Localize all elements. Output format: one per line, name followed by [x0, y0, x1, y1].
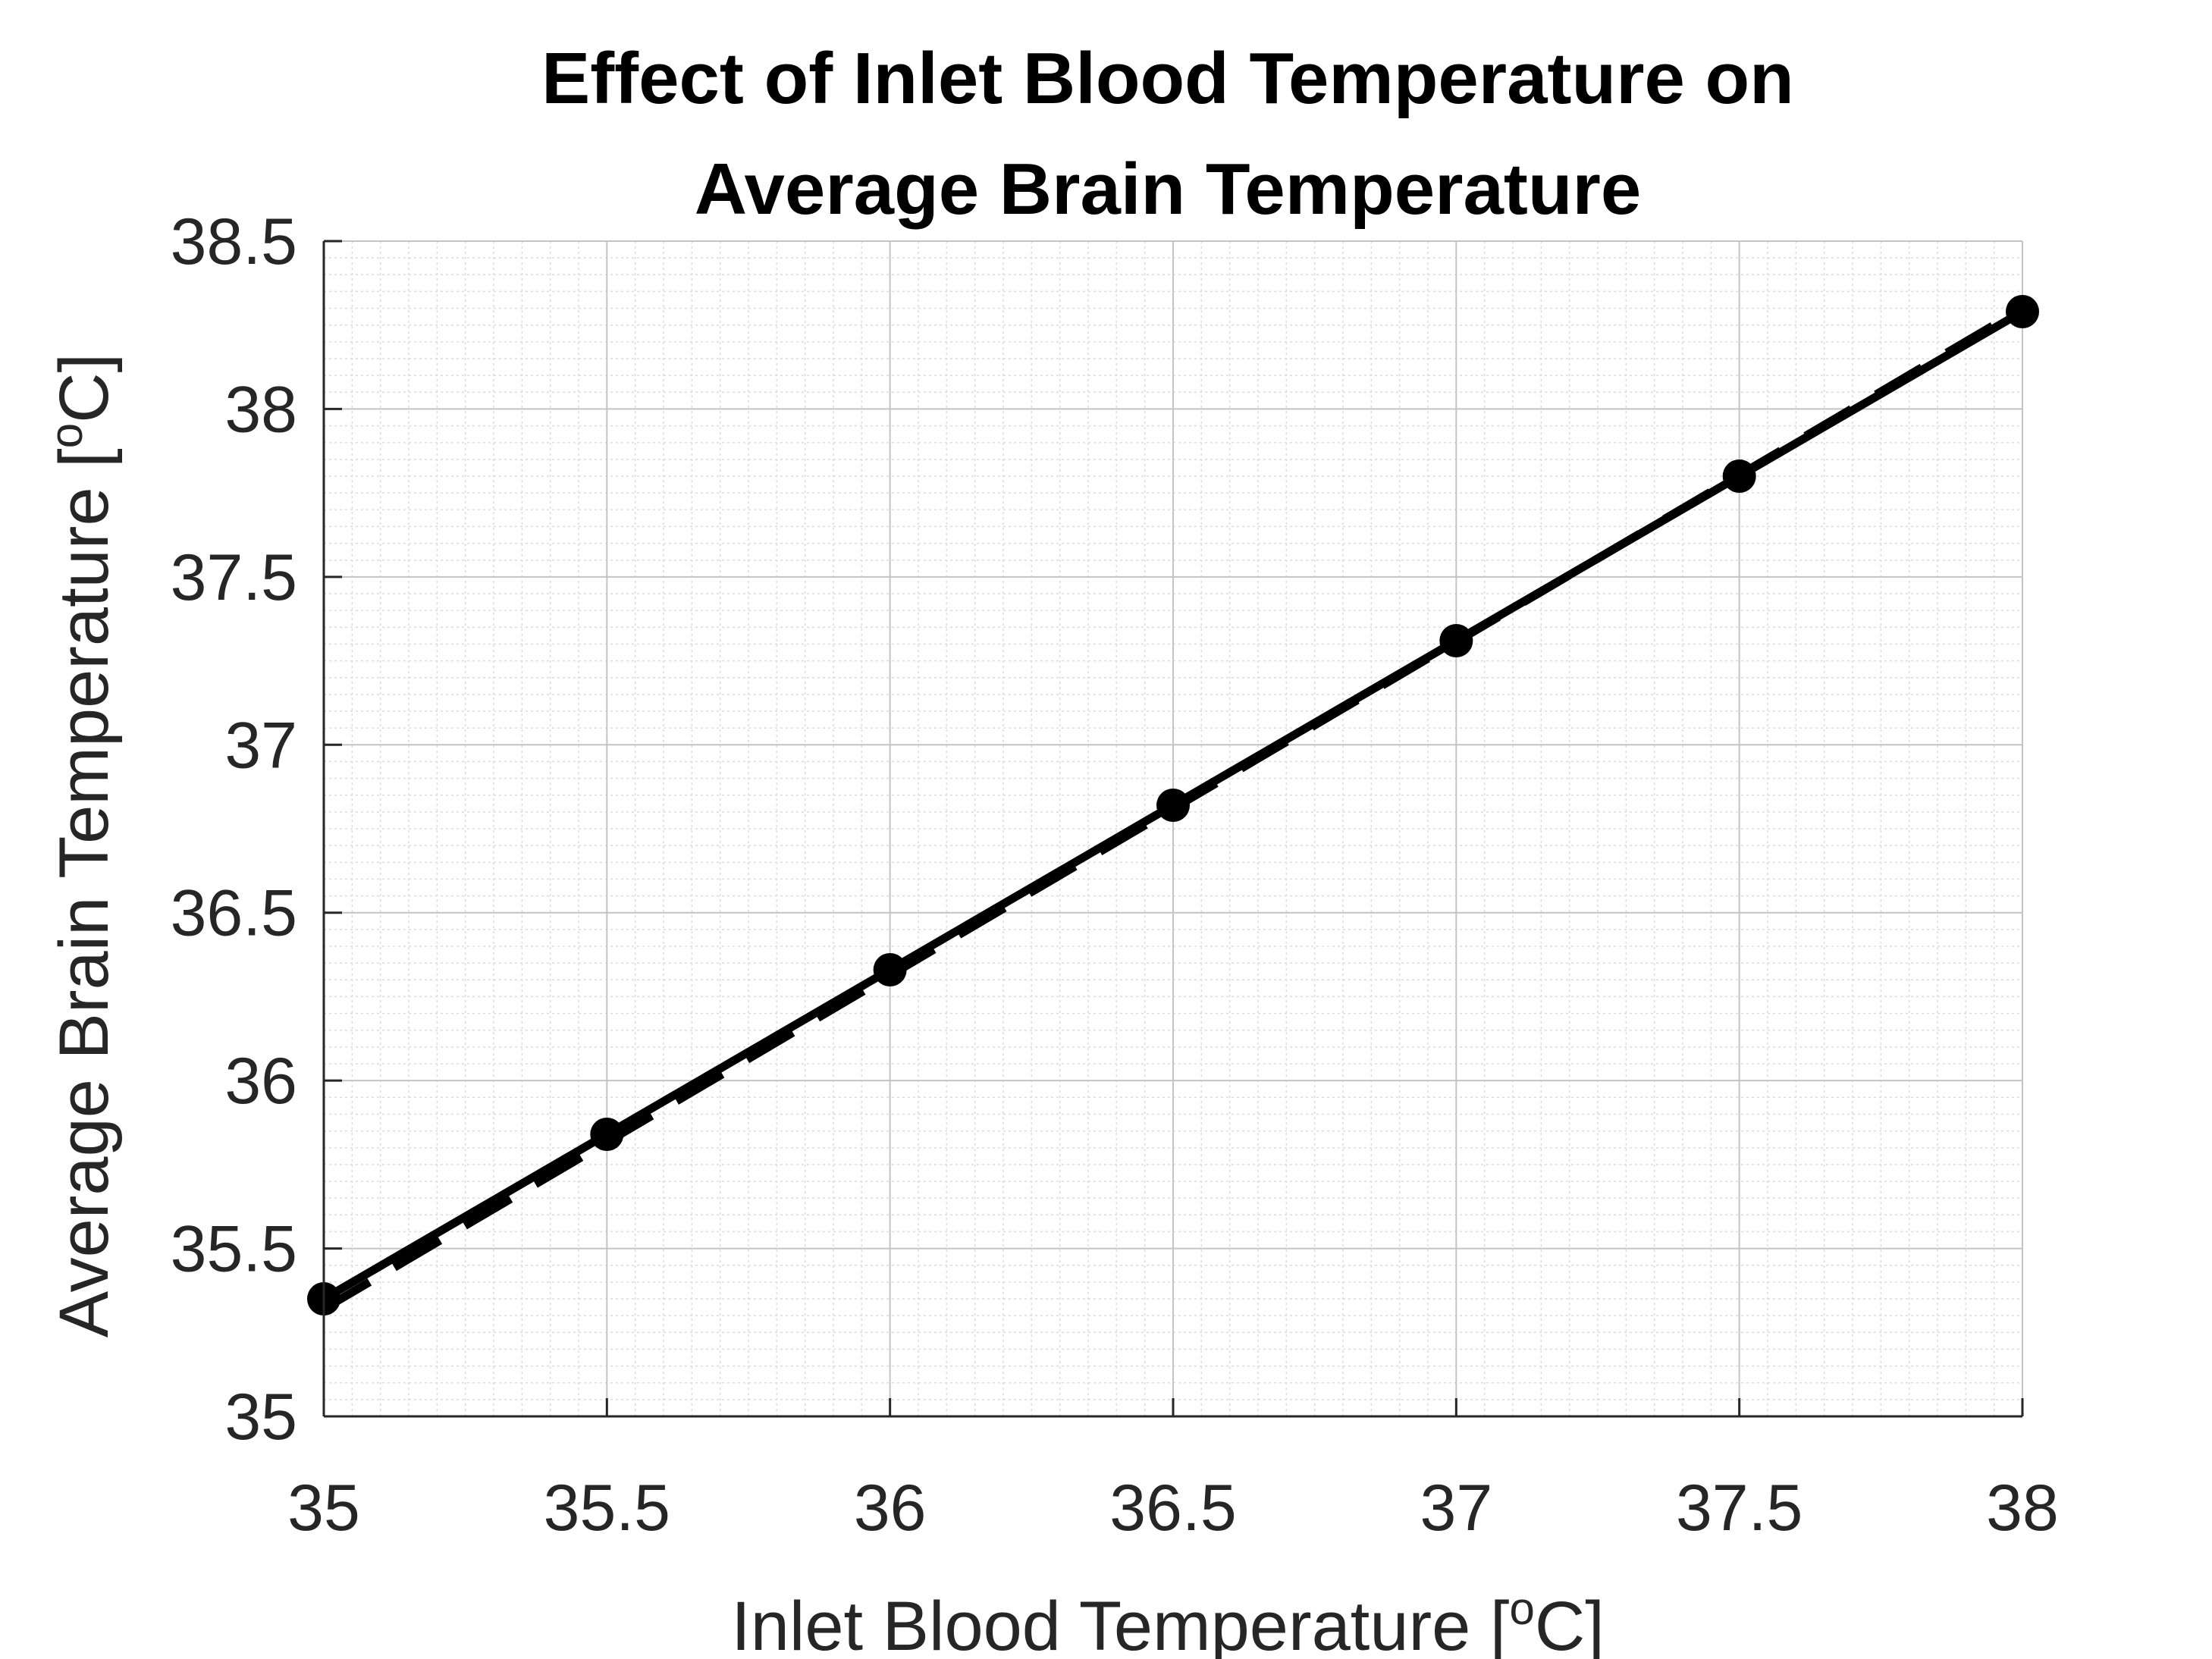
- plot-area: [307, 240, 2039, 1418]
- x-tick-label: 37: [1420, 1472, 1492, 1545]
- major-grid: [323, 240, 2023, 1417]
- y-tick-label: 36.5: [171, 877, 297, 950]
- x-axis-label: Inlet Blood Temperature [oC]: [731, 1583, 1605, 1659]
- x-tick-label: 36: [854, 1472, 927, 1545]
- x-tick-label: 38: [1986, 1472, 2059, 1545]
- chart-title-line-1: Effect of Inlet Blood Temperature on: [541, 38, 1794, 119]
- y-tick-label: 38.5: [171, 205, 297, 278]
- y-axis-label-superscript: o: [41, 423, 92, 448]
- y-tick-label: 37: [224, 709, 297, 782]
- x-tick-label: 37.5: [1676, 1472, 1803, 1545]
- data-point-marker: [873, 953, 907, 986]
- y-tick-label: 35: [224, 1381, 297, 1454]
- y-axis-label-text: Average Brain Temperature [: [45, 448, 123, 1338]
- x-tick-label: 35: [287, 1472, 360, 1545]
- chart-title-line-2: Average Brain Temperature: [695, 149, 1641, 230]
- x-tick-label: 35.5: [544, 1472, 670, 1545]
- axes-layer: [322, 240, 2024, 1418]
- y-tick-label: 37.5: [171, 541, 297, 614]
- x-tick-labels: 35 35.5 36 36.5 37 37.5 38: [287, 1472, 2059, 1545]
- x-axis-label-unit: C]: [1535, 1588, 1605, 1659]
- y-tick-label: 35.5: [171, 1213, 297, 1286]
- series-layer: [307, 295, 2039, 1316]
- y-tick-label: 38: [224, 373, 297, 446]
- y-axis-label: Average Brain Temperature [oC]: [41, 353, 123, 1338]
- y-axis-label-unit: C]: [45, 353, 123, 423]
- dashed-series-line: [322, 304, 2025, 1313]
- y-tick-label: 36: [224, 1045, 297, 1118]
- x-tick-label: 36.5: [1109, 1472, 1236, 1545]
- x-axis-label-text: Inlet Blood Temperature [: [731, 1588, 1509, 1659]
- y-tick-labels: 35 35.5 36 36.5 37 37.5 38 38.5: [171, 205, 297, 1454]
- data-point-marker: [590, 1118, 624, 1151]
- x-axis-label-superscript: o: [1509, 1583, 1534, 1634]
